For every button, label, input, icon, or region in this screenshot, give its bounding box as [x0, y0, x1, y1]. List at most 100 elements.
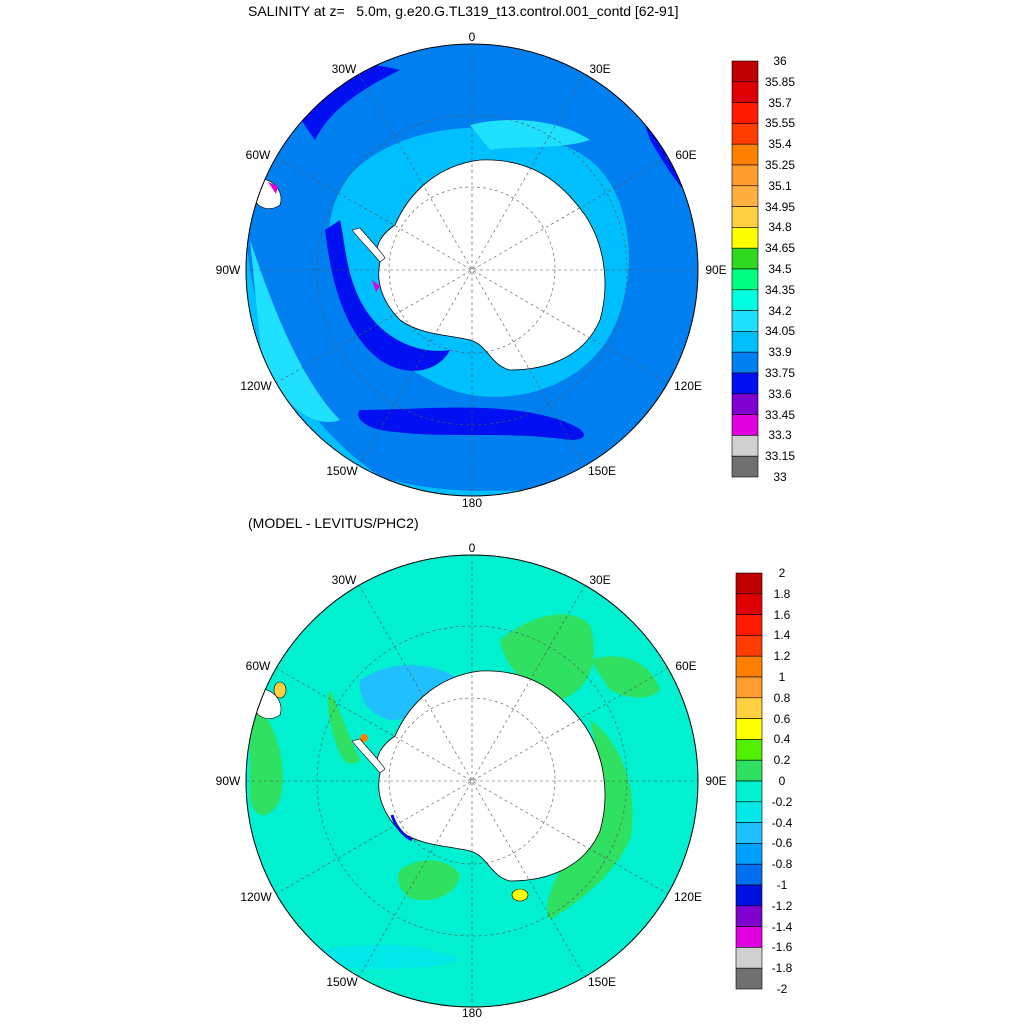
bottom-lon-label-60e: 60E: [675, 659, 697, 673]
bottom-lon-label-60w: 60W: [245, 659, 271, 673]
top-field-magenta-pen: [372, 280, 380, 292]
top-colorbar-swatch: [731, 227, 759, 249]
bottom-field-orange-pen: [360, 734, 368, 742]
top-colorbar-tick-label: 33.75: [764, 366, 796, 380]
top-colorbar-tick-label: 33.45: [764, 407, 796, 422]
bottom-lon-label-90w: 90W: [215, 774, 241, 788]
top-colorbar-swatch: [731, 310, 759, 332]
top-field-magenta-sa: [268, 182, 278, 194]
top-lon-label-60w: 60W: [245, 148, 271, 162]
top-lon-label-0: 0: [468, 30, 476, 44]
bottom-colorbar-tick-label: 0.2: [773, 753, 791, 768]
bottom-colorbar-tick-label: -0.4: [771, 815, 793, 830]
bottom-colorbar-tick-label: 0.4: [773, 732, 791, 747]
top-lon-label-150w: 150W: [326, 464, 358, 478]
top-colorbar-swatch: [731, 393, 759, 415]
bottom-colorbar-tick-label: -1: [776, 878, 788, 892]
top-colorbar-tick-label: 33: [773, 470, 787, 484]
top-lon-label-30w: 30W: [331, 62, 357, 76]
bottom-colorbar-tick-label: -1.8: [771, 961, 793, 976]
bottom-colorbar-tick-label: -0.6: [771, 836, 793, 851]
top-colorbar-swatch: [731, 143, 759, 166]
bottom-field-yellow-se: [511, 888, 529, 902]
top-colorbar: [731, 60, 759, 478]
bottom-colorbar-swatch: [735, 572, 763, 595]
top-map-title: SALINITY at z= 5.0m, g.e20.G.TL319_t13.c…: [248, 3, 679, 19]
bottom-colorbar-tick-label: 1.8: [773, 586, 791, 601]
bottom-lon-label-150e: 150E: [587, 975, 617, 989]
bottom-colorbar-swatch: [735, 593, 763, 615]
top-lon-label-30e: 30E: [589, 62, 611, 76]
top-land-antarctica: [376, 159, 606, 371]
bottom-colorbar-swatch: [735, 967, 763, 990]
bottom-colorbar-tick-label: 0.6: [773, 711, 791, 726]
top-colorbar-tick-label: 33.3: [768, 428, 792, 443]
top-colorbar-swatch: [731, 247, 759, 270]
bottom-colorbar-tick-label: 2: [778, 566, 786, 580]
bottom-colorbar-tick-label: 1.4: [773, 628, 791, 643]
bottom-colorbar-swatch: [735, 655, 763, 678]
bottom-colorbar-tick-label: 1: [778, 670, 786, 684]
bottom-colorbar-swatch: [735, 801, 763, 823]
bottom-field-cyan-s: [320, 944, 460, 970]
bottom-colorbar-swatch: [735, 843, 763, 865]
top-colorbar-tick-label: 35.7: [768, 95, 792, 110]
top-lon-label-150e: 150E: [587, 464, 617, 478]
top-field-dark-south: [358, 407, 584, 440]
bottom-colorbar-swatch: [735, 822, 763, 844]
bottom-colorbar-swatch: [735, 759, 763, 782]
top-lon-label-180: 180: [461, 496, 483, 510]
top-lon-label-90w: 90W: [215, 263, 241, 277]
top-colorbar-tick-label: 34.95: [764, 199, 796, 214]
top-colorbar-swatch: [731, 102, 759, 124]
top-colorbar-tick-label: 35.4: [768, 137, 792, 152]
bottom-lon-label-30e: 30E: [589, 573, 611, 587]
bottom-lon-label-0: 0: [468, 541, 476, 555]
top-colorbar-swatch: [731, 455, 759, 478]
top-land-peninsula: [351, 227, 386, 263]
bottom-colorbar-swatch: [735, 635, 763, 657]
bottom-colorbar-tick-label: -0.2: [771, 794, 793, 809]
top-graticule: [246, 44, 698, 496]
top-colorbar-tick-label: 34.2: [768, 303, 792, 318]
bottom-field-blue-weddell: [359, 665, 460, 720]
top-colorbar-swatch: [731, 60, 759, 83]
bottom-field-green-w: [250, 700, 283, 815]
top-colorbar-tick-label: 33.6: [768, 386, 792, 401]
top-colorbar-swatch: [731, 414, 759, 436]
bottom-field-green-pen: [327, 690, 360, 764]
bottom-colorbar-swatch: [735, 905, 763, 927]
top-colorbar-tick-label: 35.55: [764, 116, 796, 131]
top-field-dark-west: [325, 220, 450, 371]
top-lon-label-120e: 120E: [673, 379, 703, 393]
top-colorbar-swatch: [731, 372, 759, 395]
bottom-field-green-ne2: [590, 656, 660, 698]
bottom-land-antarctica: [376, 670, 606, 882]
bottom-lon-label-30w: 30W: [331, 573, 357, 587]
top-colorbar-tick-label: 35.1: [768, 178, 792, 193]
bottom-colorbar-swatch: [735, 863, 763, 886]
top-colorbar-tick-label: 34.8: [768, 220, 792, 235]
bottom-colorbar-swatch: [735, 718, 763, 740]
bottom-colorbar-swatch: [735, 947, 763, 969]
bottom-field-blue-coast: [390, 814, 413, 842]
top-colorbar-swatch: [731, 289, 759, 311]
bottom-lon-label-150w: 150W: [326, 975, 358, 989]
bottom-colorbar-swatch: [735, 739, 763, 761]
bottom-colorbar-tick-label: 0: [778, 774, 786, 788]
bottom-difference-map: [246, 555, 698, 1007]
top-colorbar-swatch: [731, 81, 759, 103]
top-colorbar-tick-label: 33.9: [768, 345, 792, 360]
top-colorbar-swatch: [731, 123, 759, 145]
bottom-map-title: (MODEL - LEVITUS/PHC2): [248, 515, 419, 531]
bottom-colorbar-tick-label: -1.6: [771, 940, 793, 955]
bottom-colorbar-tick-label: 0.8: [773, 690, 791, 705]
top-colorbar-swatch: [731, 185, 759, 207]
top-colorbar-tick-label: 33.15: [764, 449, 796, 464]
top-colorbar-tick-label: 34.5: [768, 262, 792, 276]
top-salinity-map: [246, 44, 698, 496]
top-colorbar-tick-label: 35.85: [764, 74, 796, 89]
bottom-colorbar-swatch: [735, 926, 763, 948]
top-lon-label-60e: 60E: [675, 148, 697, 162]
